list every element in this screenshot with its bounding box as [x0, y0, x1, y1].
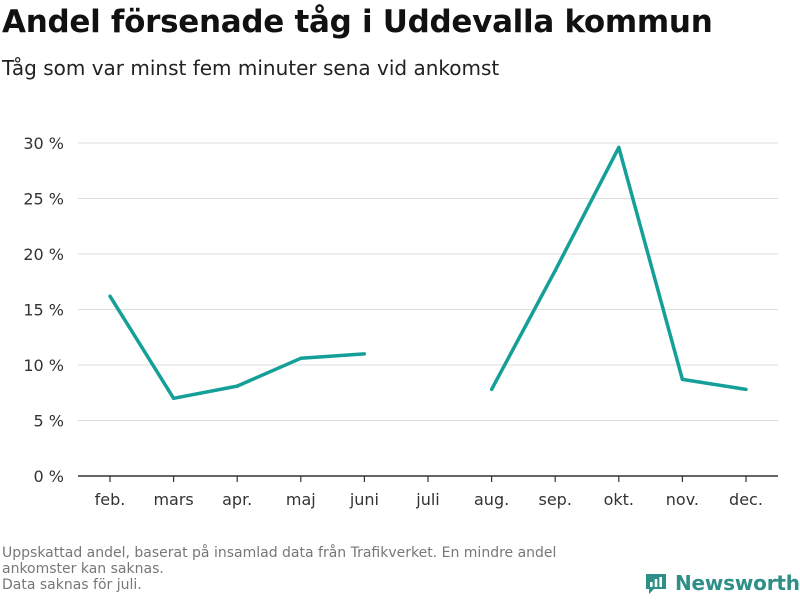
chart-subtitle: Tåg som var minst fem minuter sena vid a…	[2, 56, 500, 80]
newsworthy-logo-icon	[646, 574, 666, 594]
logo-text: Newsworthy	[675, 571, 800, 595]
x-tick-label: juni	[349, 490, 379, 509]
data-point	[362, 352, 367, 356]
y-tick-label: 25 %	[23, 190, 64, 209]
series-line-segment	[108, 295, 365, 401]
y-tick-label: 0 %	[34, 467, 64, 486]
data-point	[680, 377, 685, 382]
footer-notes: Uppskattad andel, baserat på insamlad da…	[2, 545, 632, 593]
x-tick-label: okt.	[604, 490, 634, 509]
x-tick-label: aug.	[474, 490, 509, 509]
data-point	[744, 387, 748, 392]
chart-title: Andel försenade tåg i Uddevalla kommun	[2, 4, 713, 40]
y-tick-label: 30 %	[23, 134, 64, 153]
newsworthy-logo[interactable]: Newsworthy	[644, 568, 800, 598]
x-axis: feb. mars apr. maj juni juli aug. sep. okt. nov. d…	[78, 475, 778, 509]
data-point	[299, 356, 303, 361]
data-point	[108, 294, 112, 298]
x-tick-label: nov.	[666, 490, 699, 509]
y-tick-label: 5 %	[34, 412, 64, 431]
x-tick-label: mars	[153, 490, 193, 509]
y-tick-label: 15 %	[23, 301, 64, 320]
note-missing-data: Data saknas för juli.	[2, 577, 142, 593]
data-point	[489, 387, 494, 392]
data-point	[235, 384, 239, 388]
data-point	[171, 396, 176, 400]
y-tick-label: 10 %	[23, 356, 64, 375]
x-tick-label: feb.	[95, 490, 126, 509]
series-lines	[108, 145, 748, 401]
note-source: Uppskattad andel, baserat på insamlad da…	[2, 545, 557, 577]
x-tick-label: sep.	[538, 490, 571, 509]
x-tick-label: maj	[286, 490, 316, 509]
grid-lines	[78, 142, 778, 421]
y-axis: 0 % 5 % 10 % 15 % 20 % 25 % 30 %	[23, 134, 64, 486]
data-point	[617, 145, 621, 150]
series-line-segment	[490, 145, 747, 392]
x-tick-label: juli	[415, 490, 439, 509]
x-tick-label: apr.	[222, 490, 252, 509]
x-tick-label: dec.	[729, 490, 763, 509]
data-point	[553, 268, 557, 273]
y-tick-label: 20 %	[23, 245, 64, 264]
